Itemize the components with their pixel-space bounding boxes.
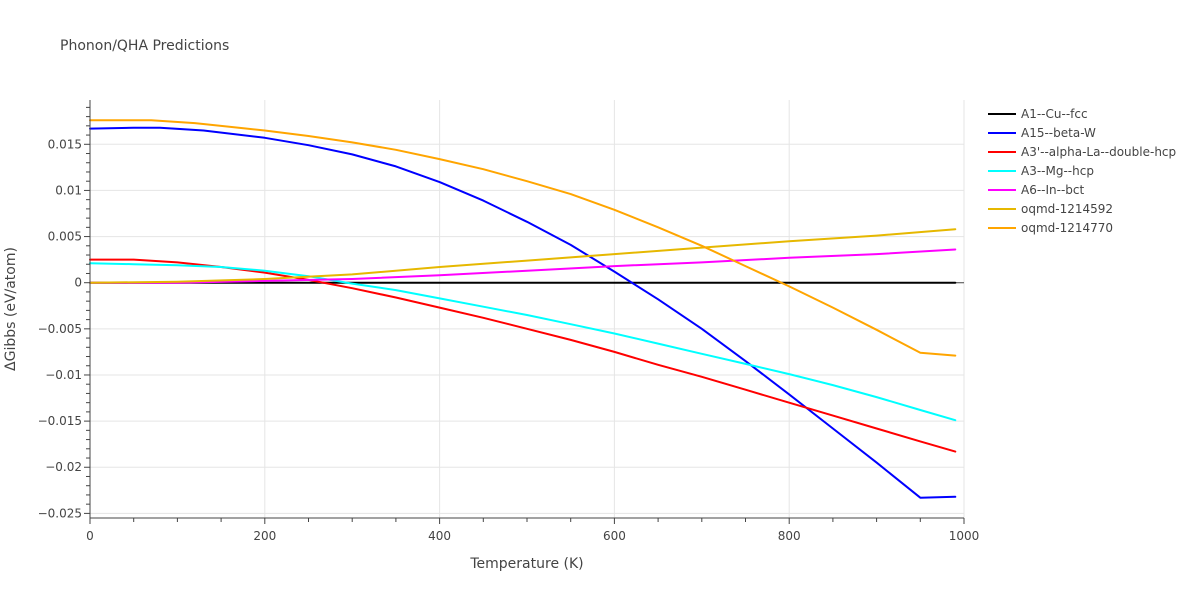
y-tick-label: −0.015	[38, 414, 82, 428]
series-line-a3-mg-hcp	[89, 262, 957, 422]
x-tick-label: 0	[86, 529, 94, 543]
x-axis-title: Temperature (K)	[469, 556, 583, 572]
legend-label: A6--In--bct	[1021, 183, 1085, 197]
y-tick-label: 0.01	[55, 183, 82, 197]
legend-item[interactable]: A1--Cu--fcc	[988, 107, 1088, 121]
series-line-oqmd-1214770	[89, 119, 957, 357]
chart-title: Phonon/QHA Predictions	[60, 38, 229, 54]
legend[interactable]: A1--Cu--fcc A15--beta-W A3'--alpha-La--dou…	[988, 107, 1176, 235]
series-line-oqmd-1214592	[89, 228, 957, 284]
legend-item[interactable]: oqmd-1214770	[988, 221, 1113, 235]
legend-item[interactable]: A3--Mg--hcp	[988, 164, 1094, 178]
axis-layer: 0 200 400 600 800 1000 0.015 0.01 0.005 0 −0.005 −0…	[38, 100, 980, 543]
x-tick-label: 200	[253, 529, 276, 543]
series-line-a15-beta-w	[89, 126, 957, 499]
y-tick-label: 0.015	[48, 137, 82, 151]
legend-item[interactable]: oqmd-1214592	[988, 202, 1113, 216]
legend-label: A15--beta-W	[1021, 126, 1096, 140]
legend-label: oqmd-1214592	[1021, 202, 1113, 216]
x-tick-label: 800	[778, 529, 801, 543]
legend-label: oqmd-1214770	[1021, 221, 1113, 235]
y-tick-label: 0.005	[48, 230, 82, 244]
y-tick-label: 0	[74, 276, 82, 290]
y-tick-label: −0.01	[45, 368, 82, 382]
legend-item[interactable]: A15--beta-W	[988, 126, 1096, 140]
legend-item[interactable]: A3'--alpha-La--double-hcp	[988, 145, 1176, 159]
legend-label: A3'--alpha-La--double-hcp	[1021, 145, 1176, 159]
y-tick-label: −0.005	[38, 322, 82, 336]
legend-label: A3--Mg--hcp	[1021, 164, 1094, 178]
x-tick-label: 600	[603, 529, 626, 543]
y-axis-title: ΔGibbs (eV/atom)	[3, 247, 19, 371]
legend-label: A1--Cu--fcc	[1021, 107, 1088, 121]
x-tick-label: 1000	[949, 529, 980, 543]
y-tick-label: −0.025	[38, 506, 82, 520]
y-tick-label: −0.02	[45, 460, 82, 474]
series-layer	[89, 119, 957, 499]
legend-item[interactable]: A6--In--bct	[988, 183, 1085, 197]
x-tick-label: 400	[428, 529, 451, 543]
series-line-a6-in-bct	[89, 248, 957, 284]
